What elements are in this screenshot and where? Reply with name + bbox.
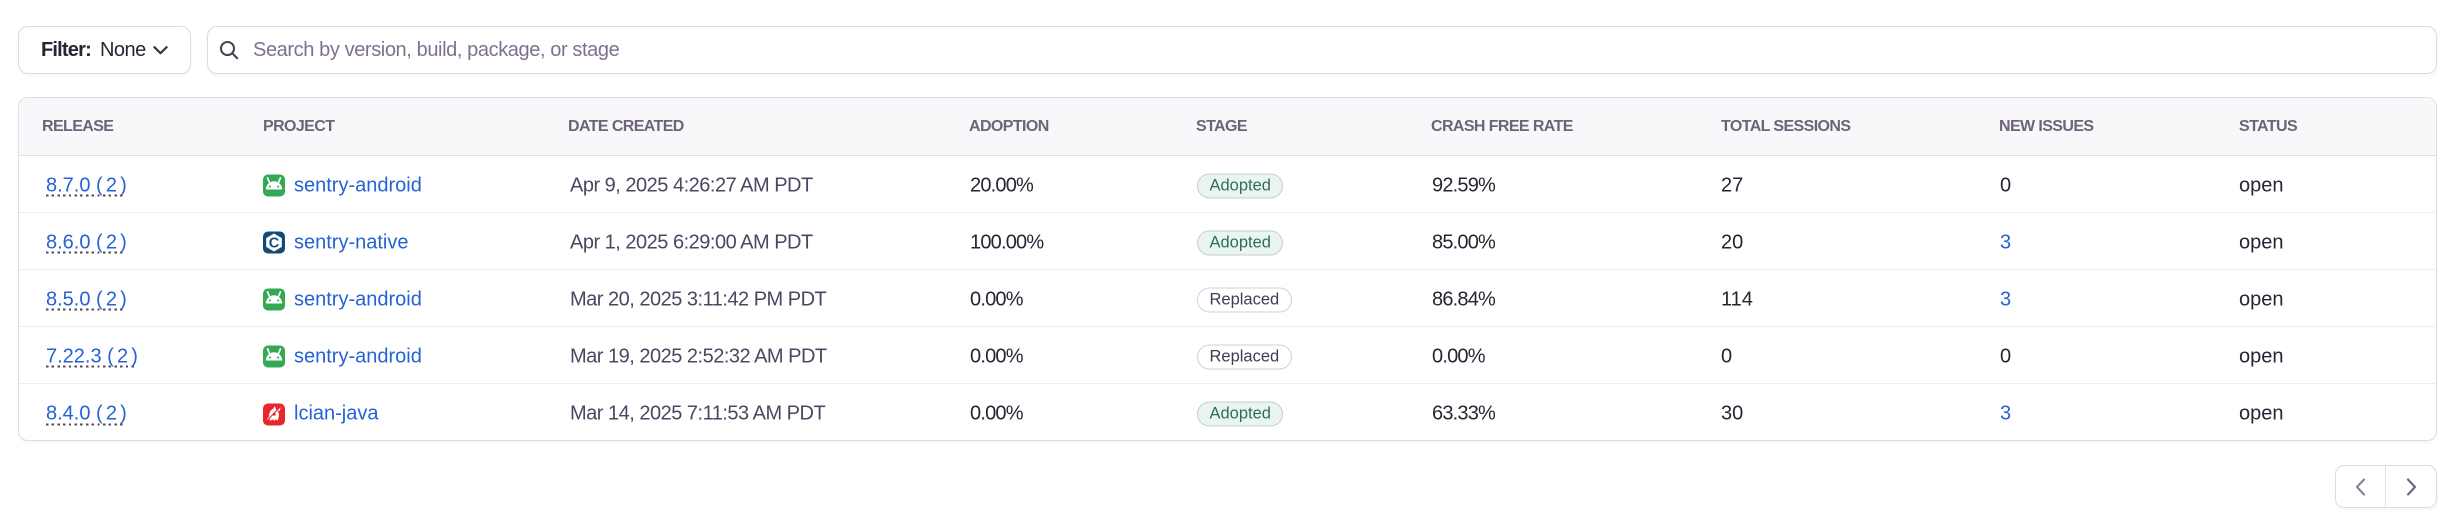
svg-text:C: C: [269, 236, 280, 252]
